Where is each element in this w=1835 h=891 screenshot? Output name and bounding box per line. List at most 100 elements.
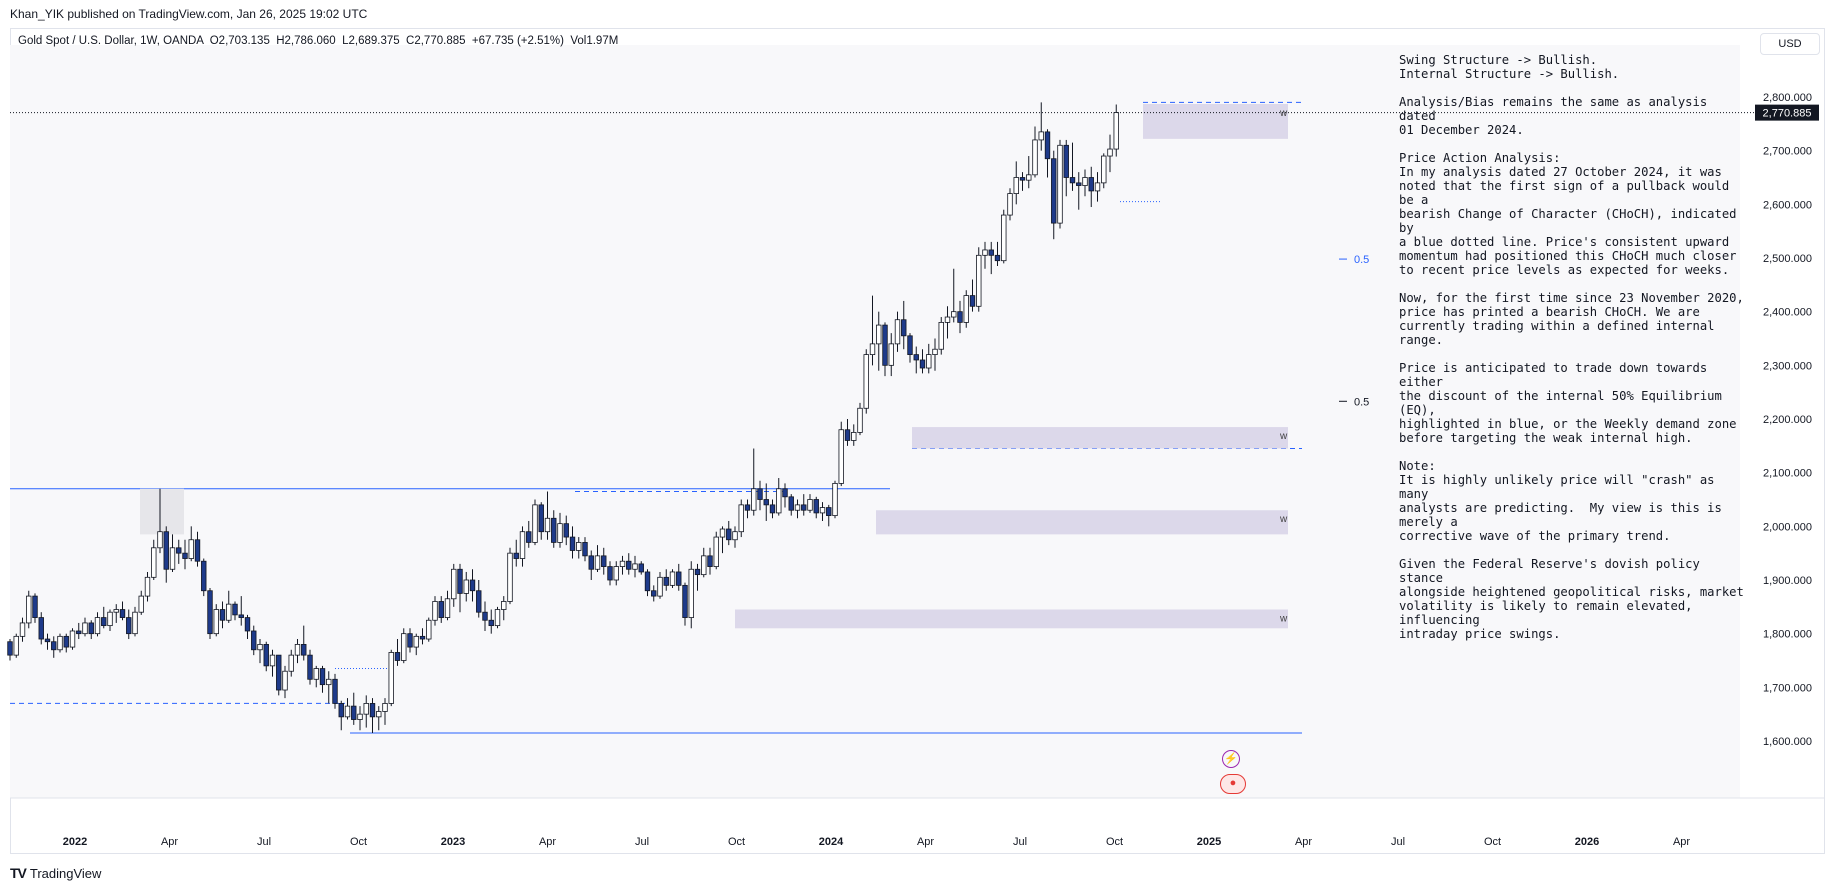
candle-body	[751, 488, 757, 511]
candle-body	[1001, 214, 1007, 262]
candle-body	[301, 644, 307, 656]
y-tick-label: 2,100.000	[1763, 468, 1812, 480]
candle-body	[326, 678, 332, 686]
candle-body	[413, 635, 419, 648]
tradingview-logo[interactable]: TV TradingView	[10, 865, 101, 881]
candle-body	[526, 531, 532, 543]
candle-body	[1069, 177, 1076, 184]
x-tick-label: Apr	[1295, 836, 1312, 848]
x-tick-label: Jul	[1013, 836, 1027, 848]
candle-body	[376, 711, 382, 718]
candle-body	[13, 635, 19, 656]
candle-body	[469, 579, 476, 592]
y-tick-label: 1,800.000	[1763, 629, 1812, 641]
candle-body	[607, 566, 613, 581]
candle-body	[726, 528, 732, 541]
note-disclaimer: Note: It is highly unlikely price will "…	[1399, 459, 1722, 543]
candle-body	[313, 668, 319, 680]
candle-body	[738, 504, 744, 533]
x-tick-label: Oct	[350, 836, 367, 848]
x-tick-label: 2024	[819, 836, 844, 848]
candle-body	[544, 517, 551, 533]
candle-body	[494, 609, 501, 627]
candle-body	[276, 654, 282, 691]
candle-body	[663, 576, 669, 586]
candle-body	[851, 432, 857, 441]
candle-body	[207, 590, 213, 635]
candle-body	[1101, 155, 1107, 184]
candle-body	[919, 359, 926, 369]
candle-body	[794, 504, 801, 511]
candle-body	[988, 249, 994, 256]
candle-body	[288, 654, 294, 672]
x-tick-label: Jul	[1391, 836, 1405, 848]
y-tick-label: 2,800.000	[1763, 92, 1812, 104]
plot-area	[10, 45, 1740, 798]
candle-body	[63, 635, 69, 648]
candle-body	[744, 504, 751, 511]
candle-body	[982, 249, 988, 256]
candle-body	[626, 560, 632, 570]
y-tick-label: 2,000.000	[1763, 521, 1812, 533]
candle-body	[632, 563, 638, 570]
candle-body	[551, 517, 557, 543]
candle-body	[488, 619, 494, 627]
y-tick-label: 2,300.000	[1763, 360, 1812, 372]
candle-body	[882, 324, 888, 366]
candle-body	[319, 668, 326, 686]
candle-body	[944, 316, 951, 323]
currency-button[interactable]: USD	[1760, 33, 1820, 55]
candle-body	[876, 324, 882, 345]
x-tick-label: 2023	[441, 836, 465, 848]
candle-body	[901, 319, 907, 337]
candle-body	[244, 617, 251, 632]
candle-body	[669, 571, 676, 586]
candle-body	[688, 568, 694, 618]
candle-body	[1032, 139, 1038, 176]
x-tick-label: Apr	[1673, 836, 1690, 848]
candle-body	[213, 609, 219, 635]
candle-body	[913, 354, 919, 361]
candle-body	[563, 523, 569, 538]
candle-body	[519, 531, 526, 559]
candle-body	[538, 504, 544, 533]
candle-body	[819, 507, 826, 514]
candle-body	[163, 531, 169, 570]
candle-body	[226, 603, 232, 621]
candle-body	[82, 622, 88, 635]
candle-body	[676, 571, 682, 586]
published-line: Khan_YIK published on TradingView.com, J…	[10, 7, 368, 21]
x-tick-label: Apr	[539, 836, 556, 848]
analysis-notes: Swing Structure -> Bullish. Internal Str…	[1399, 53, 1749, 655]
candle-body	[619, 560, 626, 567]
candle-body	[644, 571, 651, 592]
candle-body	[801, 504, 807, 511]
candle-body	[938, 321, 944, 350]
candle-body	[638, 563, 644, 573]
candle-body	[1013, 177, 1019, 195]
candle-body	[101, 617, 107, 627]
candle-body	[182, 552, 188, 559]
equilibrium-label: 0.5	[1354, 396, 1369, 408]
candle-body	[776, 488, 782, 514]
y-tick-label: 2,500.000	[1763, 253, 1812, 265]
candle-body	[88, 622, 94, 635]
candle-body	[438, 601, 444, 618]
candle-body	[613, 566, 619, 581]
candle-body	[963, 295, 969, 323]
demand-zone-label: w	[1279, 614, 1288, 625]
candle-body	[1094, 182, 1101, 192]
candle-body	[1113, 112, 1119, 150]
candle-body	[694, 568, 701, 576]
candle-body	[338, 703, 344, 718]
candle-body	[569, 536, 576, 551]
lightning-icon[interactable]: ⚡	[1222, 750, 1240, 768]
candle-body	[769, 504, 776, 514]
candle-body	[132, 611, 138, 635]
candle-body	[194, 539, 201, 562]
us-flag-icon[interactable]: ●	[1220, 774, 1246, 794]
demand-zone	[735, 609, 1288, 629]
demand-zone-label: w	[1279, 514, 1288, 525]
candle-body	[232, 603, 238, 616]
